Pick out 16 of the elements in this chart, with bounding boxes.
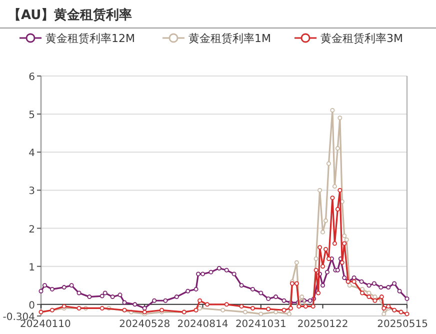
legend-label: 黄金租赁利率3M xyxy=(320,32,403,45)
legend-label: 黄金租赁利率1M xyxy=(188,32,271,45)
legend-label: 黄金租赁利率12M xyxy=(46,32,135,45)
y-tick-label: 5 xyxy=(28,110,35,122)
y-tick-label: 6 xyxy=(28,72,35,83)
y-tick-label: 1 xyxy=(28,262,35,274)
x-tick-label: 20250122 xyxy=(297,319,348,330)
y-tick-label: 3 xyxy=(28,186,35,198)
y-tick-label: 0 xyxy=(28,300,35,312)
x-tick-label: 20240814 xyxy=(177,319,228,330)
chart-title: 【AU】黄金租赁利率 xyxy=(8,7,132,23)
x-tick-label: 20240528 xyxy=(119,319,170,330)
x-tick-label: 20250515 xyxy=(377,319,428,330)
x-tick-label: 20241031 xyxy=(235,319,286,330)
y-tick-label: 2 xyxy=(28,224,35,236)
y-tick-label: 4 xyxy=(28,148,35,160)
